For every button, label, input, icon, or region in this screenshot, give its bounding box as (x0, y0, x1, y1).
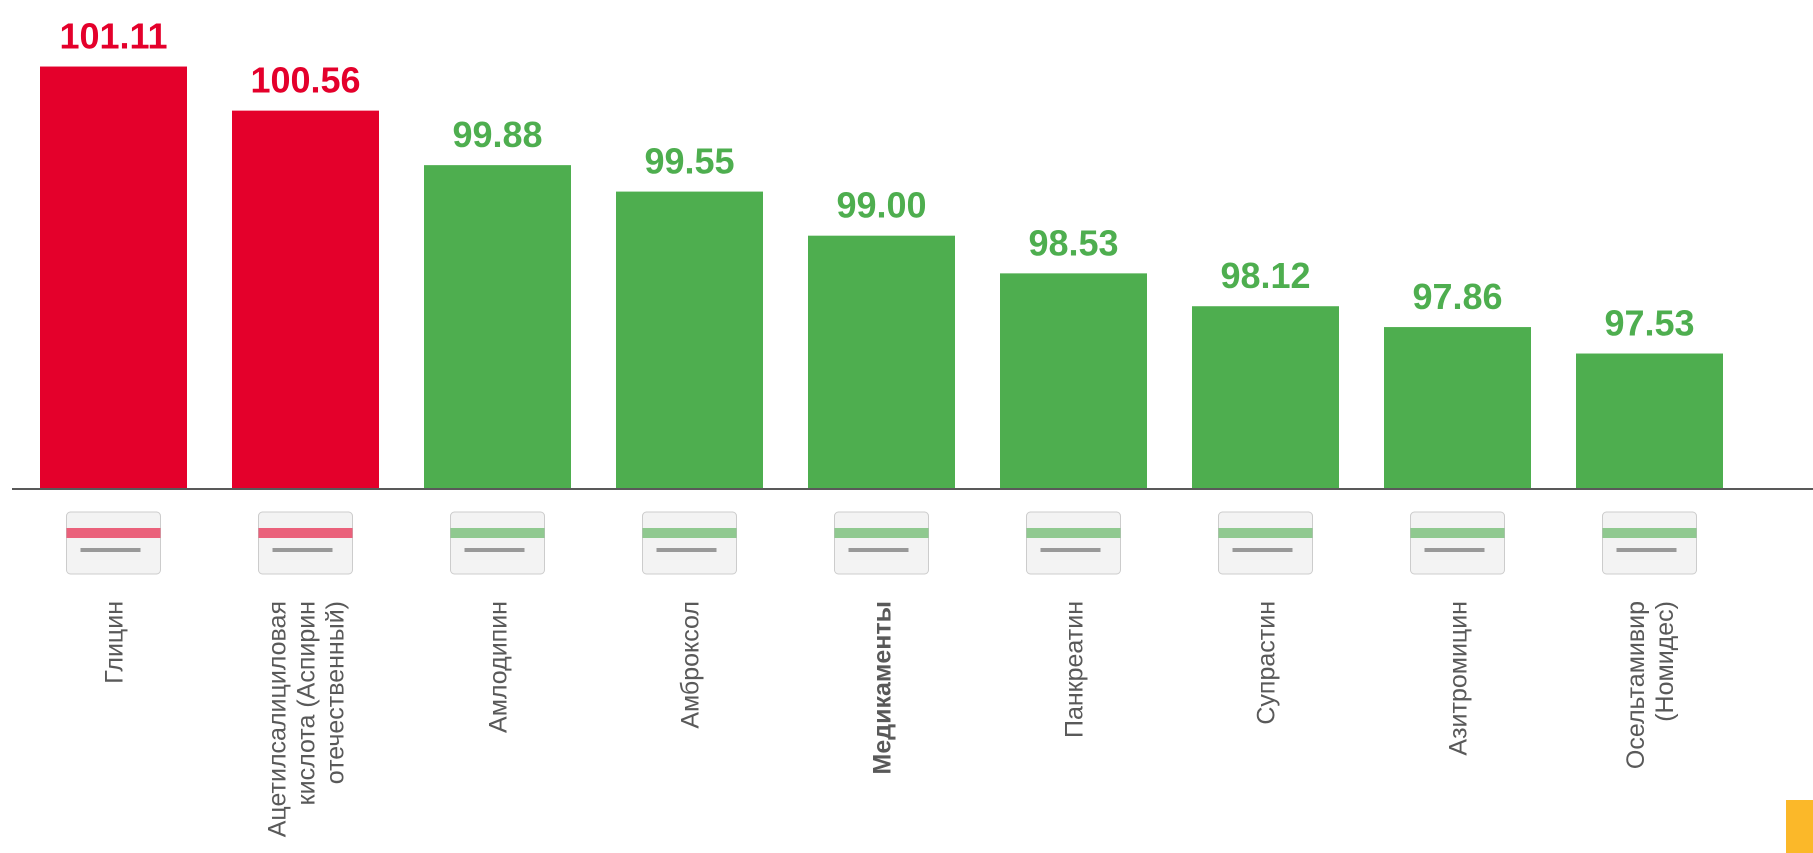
icon-box (642, 511, 737, 575)
icon-line (464, 548, 525, 552)
product-icon (642, 511, 737, 575)
icon-line (1616, 548, 1677, 552)
product-icon (258, 511, 353, 575)
icon-stripe (1218, 528, 1313, 538)
value-label: 97.86 (1412, 276, 1502, 317)
icon-stripe (642, 528, 737, 538)
value-label: 99.55 (644, 141, 734, 182)
bar (1192, 306, 1339, 489)
product-icon (1602, 511, 1697, 575)
value-label: 100.56 (250, 60, 360, 101)
icon-box (66, 511, 161, 575)
icon-box (1026, 511, 1121, 575)
category-label: Супрастин (1253, 601, 1281, 725)
product-icon (1026, 511, 1121, 575)
icon-stripe (450, 528, 545, 538)
icon-box (834, 511, 929, 575)
icon-line (848, 548, 909, 552)
category-label: Медикаменты (869, 601, 897, 774)
bar (1000, 273, 1147, 489)
category-label: Панкреатин (1061, 601, 1089, 738)
value-label: 101.11 (59, 16, 167, 57)
icon-box (1602, 511, 1697, 575)
icon-line (1424, 548, 1485, 552)
icon-box (1218, 511, 1313, 575)
icon-box (450, 511, 545, 575)
icon-line (1232, 548, 1293, 552)
icon-box (1410, 511, 1505, 575)
product-icon (450, 511, 545, 575)
corner-badge (1786, 800, 1813, 853)
product-icon (1410, 511, 1505, 575)
bar (1576, 353, 1723, 489)
value-label: 98.53 (1028, 222, 1118, 263)
icon-stripe (834, 528, 929, 538)
category-label: Осельтамивир(Номидес) (1622, 601, 1679, 769)
icon-stripe (1026, 528, 1121, 538)
value-label: 99.00 (836, 185, 926, 226)
category-label: Азитромицин (1445, 601, 1473, 756)
icon-line (1040, 548, 1101, 552)
product-icon (1218, 511, 1313, 575)
value-label: 99.88 (452, 114, 542, 155)
icon-line (80, 548, 141, 552)
icon-stripe (1410, 528, 1505, 538)
bar (616, 191, 763, 489)
bar (232, 110, 379, 490)
category-label: Амброксол (677, 601, 705, 729)
category-label: Амлодипин (485, 601, 513, 733)
product-icon (834, 511, 929, 575)
value-label: 98.12 (1220, 255, 1310, 296)
icon-stripe (66, 528, 161, 538)
icon-stripe (1602, 528, 1697, 538)
icon-stripe (258, 528, 353, 538)
bar (1384, 327, 1531, 489)
category-label: Ацетилсалициловаякислота (Аспиринотечест… (264, 601, 350, 837)
icon-box (258, 511, 353, 575)
icon-line (656, 548, 717, 552)
bar (808, 235, 955, 489)
category-label: Глицин (101, 601, 129, 684)
bar (40, 66, 187, 489)
value-label: 97.53 (1604, 303, 1694, 344)
bar (424, 165, 571, 490)
icon-line (272, 548, 333, 552)
product-icon (66, 511, 161, 575)
